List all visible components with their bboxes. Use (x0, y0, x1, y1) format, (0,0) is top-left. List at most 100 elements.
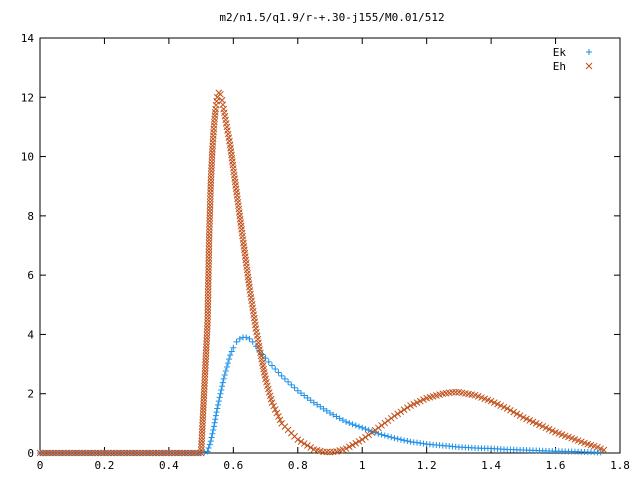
data-point (126, 449, 134, 457)
data-point (149, 449, 157, 457)
data-point (516, 412, 524, 420)
data-point (345, 443, 353, 451)
data-point (55, 449, 63, 457)
series-eh (36, 89, 608, 457)
data-point (78, 449, 86, 457)
legend-marker-ek (586, 49, 592, 55)
data-point (349, 421, 356, 428)
data-point (117, 449, 124, 457)
data-point (400, 406, 408, 414)
data-point (165, 449, 173, 457)
data-point (397, 436, 404, 443)
data-point (206, 208, 214, 215)
data-point (65, 449, 73, 457)
data-point (374, 424, 382, 432)
data-point (300, 440, 308, 447)
data-point (307, 444, 315, 451)
data-point (210, 427, 217, 434)
data-point (201, 373, 209, 381)
data-point (203, 331, 211, 339)
data-point (371, 426, 379, 434)
data-point (227, 352, 234, 359)
data-point (130, 449, 137, 457)
data-point (219, 379, 226, 386)
data-point (375, 430, 382, 437)
data-point (339, 417, 346, 424)
x-tick-label: 1.4 (481, 459, 501, 472)
data-point (204, 310, 212, 317)
data-point (206, 211, 214, 218)
data-point (510, 408, 518, 416)
data-point (113, 449, 121, 457)
data-point (268, 399, 276, 406)
data-point (202, 361, 209, 369)
data-point (206, 226, 213, 234)
data-point (288, 381, 295, 388)
data-point (152, 449, 160, 457)
data-point (202, 355, 210, 363)
data-point (208, 164, 215, 172)
data-point (449, 388, 456, 396)
data-point (217, 90, 224, 98)
data-point (146, 449, 153, 457)
legend-label-ek: Ek (553, 46, 567, 59)
data-point (206, 201, 214, 209)
data-point (198, 437, 206, 445)
data-point (317, 403, 324, 410)
data-point (97, 449, 105, 457)
data-point (205, 273, 212, 280)
data-point (201, 370, 209, 378)
data-point (204, 306, 212, 314)
data-point (205, 263, 212, 271)
data-point (202, 352, 210, 360)
data-point (388, 434, 395, 441)
x-tick-label: 1 (359, 459, 366, 472)
chart-title: m2/n1.5/q1.9/r-+.30-j155/M0.01/512 (219, 11, 444, 24)
data-point (202, 358, 209, 366)
data-point (199, 416, 207, 423)
data-point (101, 449, 108, 457)
data-point (597, 449, 604, 456)
data-point (297, 438, 305, 445)
data-point (346, 420, 353, 427)
data-point (385, 433, 391, 440)
data-point (243, 334, 250, 341)
y-tick-label: 14 (21, 32, 35, 45)
data-point (205, 267, 212, 274)
data-point (200, 385, 208, 393)
data-point (178, 449, 186, 457)
data-point (205, 260, 213, 268)
data-point (91, 449, 99, 457)
data-point (203, 343, 210, 351)
data-point (204, 291, 212, 299)
data-point (204, 448, 211, 455)
data-point (201, 367, 209, 375)
data-point (201, 364, 209, 372)
data-point (230, 344, 237, 351)
data-point (352, 422, 359, 429)
data-point (211, 419, 218, 426)
axis-ticks (39, 37, 621, 454)
data-point (513, 410, 521, 418)
data-point (49, 449, 57, 457)
data-point (301, 392, 308, 399)
data-point (199, 422, 206, 430)
data-point (333, 413, 340, 420)
data-point (205, 248, 213, 256)
data-point (198, 428, 206, 436)
x-tick-label: 0 (37, 459, 44, 472)
data-point (203, 334, 211, 342)
data-point (181, 449, 189, 457)
data-point (207, 192, 214, 200)
data-point (212, 416, 219, 423)
x-tick-label: 0.2 (95, 459, 115, 472)
y-tick-label: 6 (27, 269, 34, 282)
data-point (276, 416, 284, 424)
data-point (206, 441, 213, 448)
data-point (381, 419, 389, 427)
data-point (384, 417, 392, 425)
data-point (222, 367, 229, 374)
data-point (323, 407, 330, 414)
data-point (197, 449, 205, 457)
data-point (401, 437, 408, 444)
